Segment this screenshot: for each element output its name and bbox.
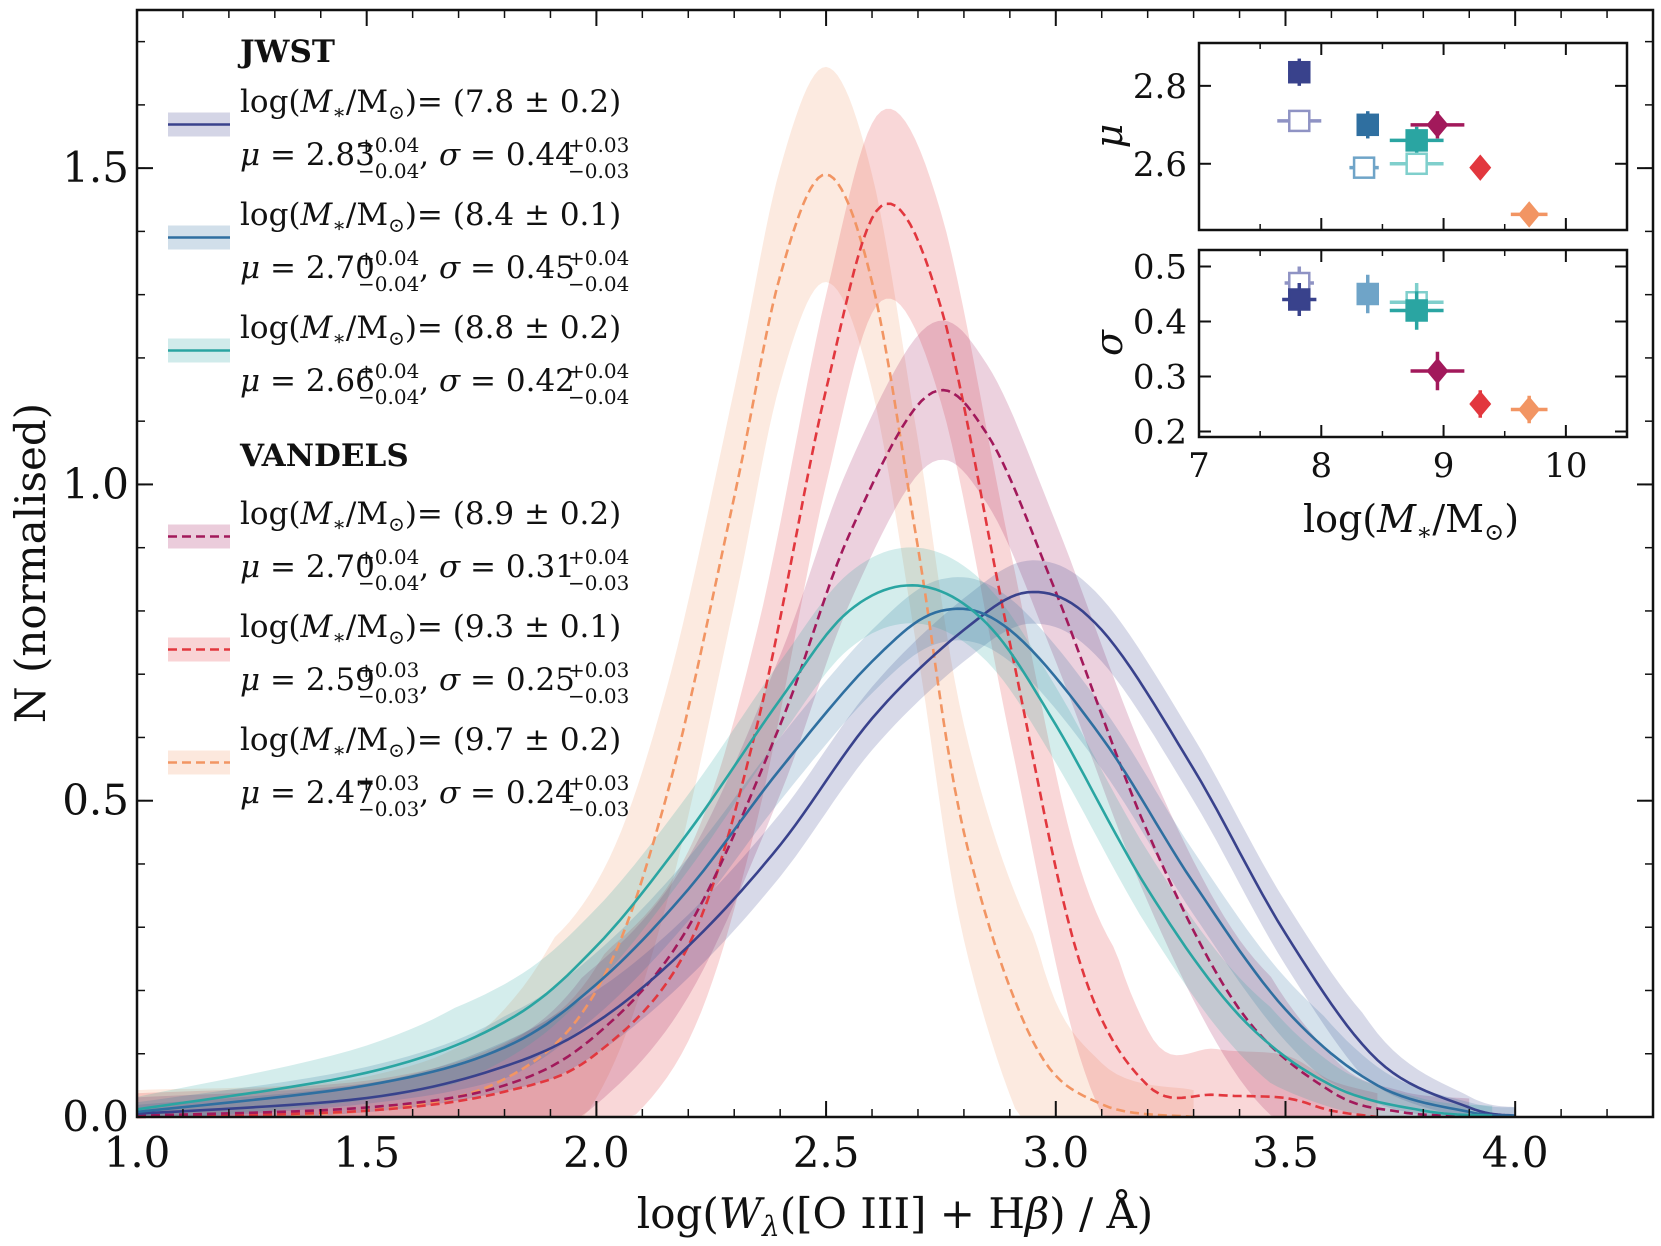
legend-fit-params: μ = 2.70+0.04 −0.04, σ = 0.31+0.04 −0.03 xyxy=(240,545,629,595)
x-tick-label: 3.0 xyxy=(1022,1128,1089,1177)
legend-mass-label: log(M∗/M⊙)= (7.8 ± 0.2) xyxy=(240,84,621,124)
sigma-point-diamond-marker xyxy=(1469,390,1492,418)
y-tick-label: 1.0 xyxy=(62,459,129,508)
inset-y-tick-label: 2.6 xyxy=(1133,145,1187,185)
y-tick-label: 0.0 xyxy=(62,1092,129,1141)
y-tick-label: 1.5 xyxy=(62,143,129,192)
band-series-4 xyxy=(137,108,1378,1117)
x-tick-label: 2.0 xyxy=(563,1128,630,1177)
distribution-lines xyxy=(136,173,1516,1119)
inset-x-tick-label: 9 xyxy=(1433,446,1455,486)
x-tick-label: 3.5 xyxy=(1252,1128,1319,1177)
sigma-point-square-marker xyxy=(1405,299,1428,322)
x-tick-label: 1.0 xyxy=(104,1128,171,1177)
sigma-point-square-marker xyxy=(1288,288,1311,311)
line-series-5 xyxy=(136,173,1194,1119)
x-tick-label: 2.5 xyxy=(793,1128,860,1177)
line-series-1 xyxy=(136,607,1516,1117)
inset-sigma-frame xyxy=(1197,248,1629,439)
mu-point-square-marker xyxy=(1405,152,1428,176)
main-plot-frame xyxy=(135,8,1655,1119)
sigma-point-diamond-marker xyxy=(1426,357,1449,385)
mu-point-diamond-marker xyxy=(1518,201,1541,228)
inset-data-points xyxy=(1277,58,1548,424)
inset-panels: 7 8 9 10 2.6 2.8 0.2 0.3 0.4 0.5 μ σ log(M∗/M⊙) xyxy=(1087,41,1629,546)
band-series-5 xyxy=(137,66,1194,1117)
inset-x-tick-label: 8 xyxy=(1310,446,1332,486)
inset-x-tick-label: 7 xyxy=(1188,446,1210,486)
x-axis-label: log(Wλ([O III] + Hβ) / Å) xyxy=(637,1188,1153,1243)
sigma-point-square-marker xyxy=(1356,282,1380,306)
band-series-0 xyxy=(137,560,1516,1117)
legend-fit-params: μ = 2.70+0.04 −0.04, σ = 0.45+0.04 −0.04 xyxy=(240,246,629,296)
legend-mass-label: log(M∗/M⊙)= (8.4 ± 0.1) xyxy=(240,197,621,237)
legend-header: JWST xyxy=(237,34,335,70)
band-series-2 xyxy=(137,547,1493,1117)
legend-fit-params: μ = 2.59+0.03 −0.03, σ = 0.25+0.03 −0.03 xyxy=(240,658,629,708)
inset-y-tick-label: 0.2 xyxy=(1133,413,1187,453)
line-series-4 xyxy=(136,202,1378,1119)
inset-y-tick-label: 0.4 xyxy=(1133,303,1187,343)
inset-y-tick-label: 0.5 xyxy=(1133,248,1187,288)
x-tick-label: 4.0 xyxy=(1482,1128,1549,1177)
inset-mu-ylabel: μ xyxy=(1087,124,1131,149)
legend-fit-params: μ = 2.66+0.04 −0.04, σ = 0.42+0.04 −0.04 xyxy=(240,359,629,409)
line-series-3 xyxy=(136,388,1470,1118)
inset-y-tick-label: 0.3 xyxy=(1133,358,1187,398)
legend-fit-params: μ = 2.83+0.04 −0.04, σ = 0.44+0.03 −0.03 xyxy=(240,133,629,183)
mu-point-square-marker xyxy=(1405,129,1428,152)
legend: JWST VANDELS log(M∗/M⊙)= (7.8 ± 0.2) μ = 2.… xyxy=(168,34,629,821)
legend-mass-label: log(M∗/M⊙)= (8.9 ± 0.2) xyxy=(240,496,621,536)
sigma-point-diamond-marker xyxy=(1518,396,1541,423)
mu-point-square-marker xyxy=(1356,113,1380,137)
mu-point-square-marker xyxy=(1352,156,1376,179)
mu-point-square-marker xyxy=(1288,109,1311,133)
inset-y-tick-label: 2.8 xyxy=(1133,67,1187,107)
line-series-2 xyxy=(136,583,1493,1117)
band-series-3 xyxy=(137,320,1470,1117)
inset-x-tick-label: 10 xyxy=(1544,446,1587,486)
line-series-0 xyxy=(136,590,1516,1117)
y-tick-label: 0.5 xyxy=(62,776,129,825)
inset-axis-ticks: 7 8 9 10 2.6 2.8 0.2 0.3 0.4 0.5 xyxy=(1133,43,1628,486)
legend-mass-label: log(M∗/M⊙)= (8.8 ± 0.2) xyxy=(240,310,621,350)
main-axis-ticks: 1.0 1.5 2.0 2.5 3.0 3.5 4.0 0.0 0.5 1.0 1.5 xyxy=(62,10,1654,1177)
inset-sigma-ylabel: σ xyxy=(1087,329,1131,356)
band-series-1 xyxy=(137,577,1516,1117)
legend-mass-label: log(M∗/M⊙)= (9.3 ± 0.1) xyxy=(240,609,621,649)
mu-point-square-marker xyxy=(1288,60,1311,84)
legend-header: VANDELS xyxy=(239,438,409,474)
uncertainty-bands xyxy=(137,66,1516,1117)
mu-point-diamond-marker xyxy=(1426,111,1449,138)
x-tick-label: 1.5 xyxy=(333,1128,400,1177)
y-axis-label: N (normalised) xyxy=(6,403,55,723)
inset-x-label: log(M∗/M⊙) xyxy=(1303,497,1519,546)
legend-fit-params: μ = 2.47+0.03 −0.03, σ = 0.24+0.03 −0.03 xyxy=(240,771,629,821)
mu-point-diamond-marker xyxy=(1469,154,1492,181)
legend-mass-label: log(M∗/M⊙)= (9.7 ± 0.2) xyxy=(240,722,621,762)
